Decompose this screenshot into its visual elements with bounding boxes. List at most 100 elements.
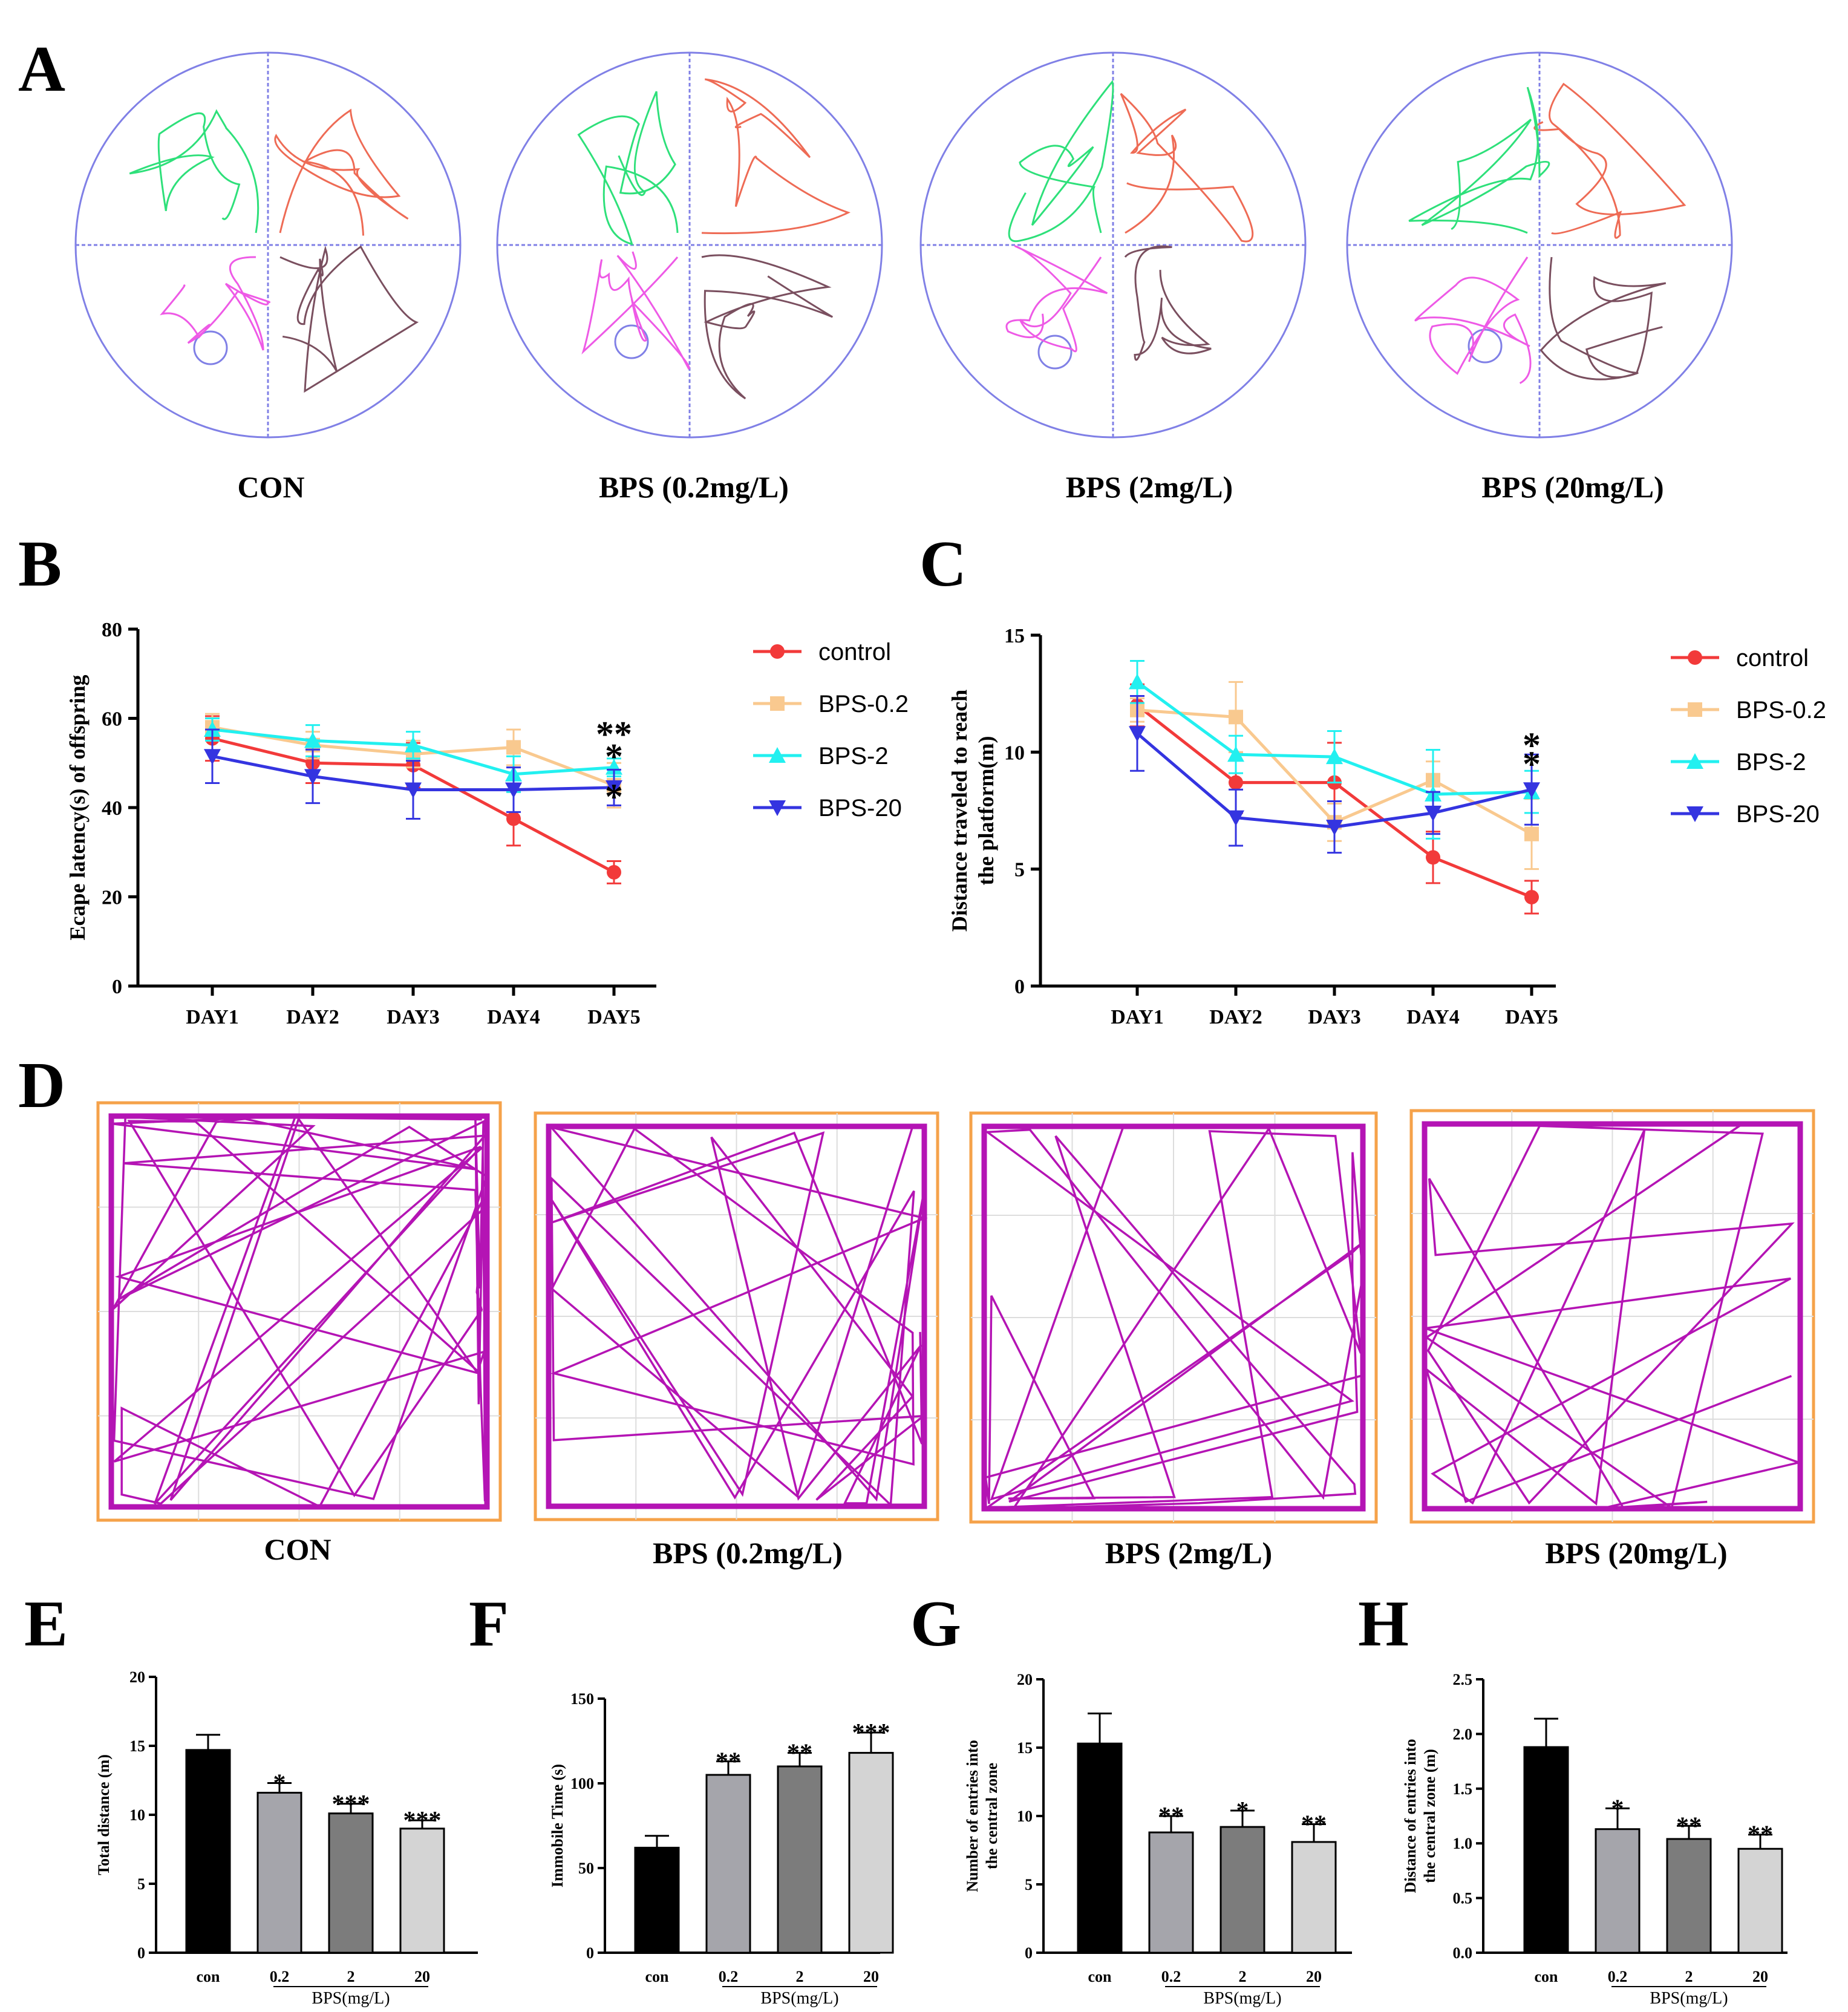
maze-caption-bps-0-2: BPS (0.2mg/L) [599, 470, 789, 504]
y-tick-label: 60 [102, 708, 122, 731]
data-point-bps-2 [1326, 748, 1343, 765]
open-field-track-path [548, 1125, 928, 1507]
significance-star: ** [1748, 1821, 1773, 1849]
y-tick-label: 2.5 [1453, 1671, 1473, 1688]
y-tick-label: 2.0 [1453, 1725, 1473, 1743]
significance-star: ** [716, 1748, 741, 1776]
escape-latency-chart: 0 20 40 60 80 DAY1 DAY2 DAY3 DAY4 DAY5 Ecape laten… [65, 619, 909, 1028]
legend-marker-bps-0-2 [770, 696, 785, 711]
bar-con [185, 1749, 231, 1954]
significance-star: * [1523, 725, 1541, 765]
x-tick-label-0-2: 0.2 [719, 1968, 739, 1985]
legend-label-bps-0-2: BPS-0.2 [818, 691, 909, 717]
x-tick-label-day4: DAY4 [487, 1006, 540, 1028]
y-tick-label: 0 [586, 1944, 594, 1962]
panel-letter-a: A [18, 33, 65, 105]
legend-marker-bps-0-2 [1688, 702, 1702, 717]
y-tick-label: 0 [1025, 1944, 1033, 1962]
bar-20 [1291, 1841, 1337, 1954]
significance-star: ** [1676, 1812, 1702, 1840]
y-tick-label: 20 [1017, 1671, 1033, 1688]
maze-arena-con [74, 51, 462, 439]
y-axis-title: Immobile Time (s) [549, 1764, 566, 1887]
maze-platform-ring [193, 330, 228, 365]
x-tick-label-con: con [1088, 1968, 1112, 1985]
y-tick-label: 80 [102, 619, 122, 641]
data-point-bps-0-2 [506, 740, 521, 755]
y-tick-label: 20 [129, 1668, 145, 1686]
track-quadrant-ne [701, 78, 851, 235]
significance-star: *** [852, 1719, 890, 1747]
y-axis-title: the platform(m) [974, 736, 998, 886]
bar-0-2 [1595, 1828, 1641, 1954]
open-field-track-path [983, 1126, 1364, 1510]
maze-arena-bps-2 [919, 51, 1307, 439]
panel-d-open-field: CON BPS (0.2mg/L) BPS (2mg/L) BPS (20mg/… [96, 1101, 1815, 1570]
maze-caption-bps-2: BPS (2mg/L) [1066, 470, 1233, 504]
x-tick-label-day3: DAY3 [1308, 1006, 1361, 1028]
x-tick-label-0-2: 0.2 [270, 1968, 290, 1985]
bar-20 [848, 1752, 894, 1954]
y-axis-title: the central zone (m) [1421, 1749, 1438, 1883]
panel-letter-c: C [919, 528, 967, 600]
open-field-caption-con: CON [264, 1532, 331, 1566]
significance-star: * [1611, 1795, 1624, 1823]
panel-a-water-maze: CON BPS (0.2mg/L) BPS (2mg/L) BPS (20mg/… [74, 51, 1733, 504]
open-field-wall-track [546, 1123, 927, 1509]
data-point-bps-2 [1227, 746, 1244, 762]
legend-marker-control [1688, 650, 1702, 665]
legend-label-bps-20: BPS-20 [818, 795, 902, 821]
x-tick-label-20: 20 [863, 1968, 879, 1985]
maze-platform-ring [614, 324, 649, 359]
data-point-bps-20 [1523, 782, 1540, 799]
data-point-bps-2 [1129, 673, 1146, 690]
maze-platform-ring [1468, 328, 1503, 364]
track-quadrant-nw [1408, 87, 1550, 234]
x-tick-label-day1: DAY1 [186, 1006, 239, 1028]
track-quadrant-sw [160, 256, 271, 351]
data-point-bps-20 [1425, 805, 1442, 821]
significance-star: * [1523, 744, 1541, 784]
track-quadrant-sw [581, 251, 690, 370]
data-point-control [1426, 850, 1440, 865]
legend-label-bps-2: BPS-2 [818, 743, 889, 769]
legend-label-bps-2: BPS-2 [1736, 749, 1806, 776]
maze-caption-bps-20: BPS (20mg/L) [1481, 470, 1664, 504]
total-distance-chart: 0 5 10 15 20 con * 0.2 *** 2 *** 20 BPS(mg/L) Total d… [95, 1668, 478, 2008]
x-tick-label-2: 2 [347, 1968, 355, 1985]
significance-star: * [605, 737, 623, 777]
y-tick-label: 0 [1014, 976, 1025, 998]
y-tick-label: 0.0 [1453, 1944, 1473, 1962]
legend-label-bps-20: BPS-20 [1736, 801, 1820, 828]
open-field-bps-2 [969, 1111, 1378, 1524]
y-tick-label: 0 [112, 976, 122, 998]
immobile-time-chart: 0 50 100 150 con ** 0.2 ** 2 *** 20 BPS(mg/L) Immobi… [549, 1690, 894, 2008]
x-tick-label-day5: DAY5 [587, 1006, 641, 1028]
x-tick-label-2: 2 [1685, 1968, 1693, 1985]
x-tick-label-day2: DAY2 [286, 1006, 339, 1028]
group-label: BPS(mg/L) [1203, 1989, 1281, 2008]
y-tick-label: 10 [1017, 1808, 1033, 1825]
open-field-caption-bps-2: BPS (2mg/L) [1105, 1536, 1272, 1570]
maze-arena-bps-0-2 [496, 51, 883, 439]
significance-star: * [273, 1770, 286, 1798]
y-tick-label: 20 [102, 887, 122, 909]
central-entries-chart: 0 5 10 15 20 con ** 0.2 * 2 ** 20 BPS(mg/L) Number of… [964, 1671, 1352, 2008]
x-tick-label-day4: DAY4 [1406, 1006, 1460, 1028]
group-label: BPS(mg/L) [312, 1989, 390, 2008]
maze-platform-ring [1037, 335, 1073, 370]
data-point-control [1524, 890, 1539, 905]
track-quadrant-ne [1120, 93, 1254, 243]
panel-letter-b: B [18, 528, 62, 600]
significance-star: ** [596, 714, 632, 754]
x-tick-label-2: 2 [1239, 1968, 1247, 1985]
y-tick-label: 15 [129, 1737, 145, 1755]
y-axis-title: Ecape latency(s) of offspring [65, 675, 90, 941]
track-quadrant-ne [274, 108, 409, 236]
data-point-bps-20 [1129, 726, 1146, 742]
track-quadrant-se [1539, 256, 1667, 381]
legend-marker-bps-20 [769, 800, 786, 816]
track-quadrant-nw [1008, 80, 1114, 243]
x-tick-label-2: 2 [796, 1968, 804, 1985]
data-point-bps-2 [304, 732, 321, 748]
